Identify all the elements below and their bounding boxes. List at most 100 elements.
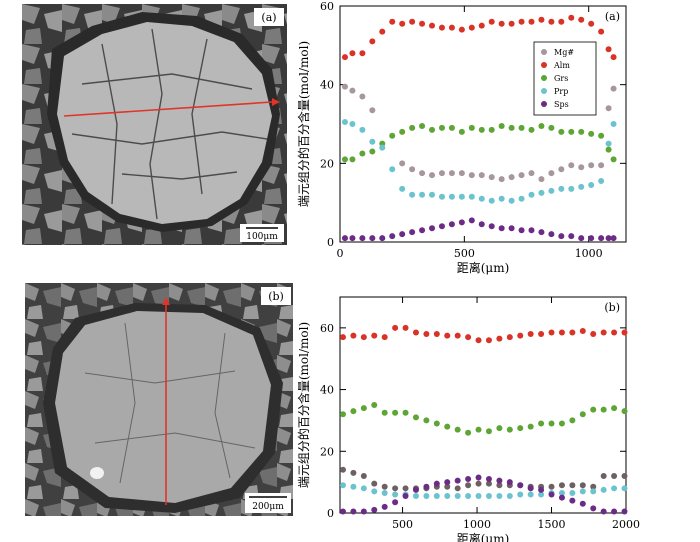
chart-a-point-alm (429, 22, 436, 29)
chart-b-point-alm (350, 332, 357, 339)
chart-b-point-prp (579, 488, 586, 495)
chart-b-ytick-label: 0 (327, 507, 334, 520)
chart-a-point-grs (518, 124, 525, 131)
chart-b-point-alm (423, 331, 430, 338)
chart-b-point-prp (465, 493, 472, 500)
chart-a-point-grs (578, 128, 585, 135)
chart-a-point-prp (369, 138, 376, 145)
chart-b-point-grs (579, 411, 586, 418)
chart-b-point-grs (569, 417, 576, 424)
chart-a-point-sps (399, 231, 406, 238)
chart-b-point-grs (485, 428, 492, 435)
chart-b-xlabel: 距离(μm) (457, 531, 510, 542)
chart-b-point-prp (433, 493, 440, 500)
chart-a-legend-label-alm: Alm (553, 61, 570, 70)
chart-b-point-alm (506, 334, 513, 341)
chart-a-point-alm (379, 28, 386, 35)
chart-a-point-prp (438, 193, 445, 200)
chart-a-point-sps (488, 223, 495, 230)
chart-a-point-alm (458, 26, 465, 33)
chart-a-point-alm (369, 38, 376, 45)
chart-b-point-sps (402, 493, 409, 500)
chart-b-point-prp (538, 491, 545, 498)
chart-b-point-mg (590, 483, 597, 490)
chart-a-plot-frame (339, 5, 627, 243)
chart-b-point-mg (558, 482, 565, 489)
chart-a-point-prp (548, 187, 555, 194)
chart-b-point-sps (444, 479, 451, 486)
chart-b-point-grs (339, 411, 346, 418)
chart-a-point-alm (399, 20, 406, 27)
chart-a-point-alm (605, 46, 612, 53)
chart-b-point-alm (360, 334, 367, 341)
chart-b-point-sps (517, 482, 524, 489)
chart-a-point-mg (438, 170, 445, 177)
chart-a-point-sps (610, 235, 617, 242)
chart-b-point-prp (339, 482, 346, 489)
chart-a-xtick-label: 1000 (575, 247, 603, 260)
chart-b-point-alm (475, 337, 482, 344)
chart-a-legend: Mg# Alm Grs Prp Sps (533, 41, 597, 116)
chart-a-point-prp (568, 185, 575, 192)
chart-a-point-prp (528, 191, 535, 198)
chart-b-point-grs (465, 429, 472, 436)
chart-b-point-prp (444, 493, 451, 500)
chart-a-point-mg (359, 93, 366, 100)
chart-a-point-sps (458, 219, 465, 226)
chart-b-point-mg (475, 480, 482, 487)
chart-b-point-sps (548, 491, 555, 498)
chart-a-ytick-label: 40 (320, 79, 334, 92)
chart-b-point-sps (621, 508, 628, 515)
chart-a-point-prp (349, 121, 356, 127)
chart-a-point-grs (409, 124, 416, 131)
chart-a-legend-marker-prp (541, 88, 547, 94)
chart-a-point-alm (498, 20, 505, 27)
chart-a-point-grs (458, 128, 465, 135)
chart-a-point-mg (578, 164, 585, 171)
chart-b-point-grs (412, 414, 419, 421)
chart-b-point-mg (548, 483, 555, 490)
chart-a-point-prp (379, 144, 386, 151)
chart-a-point-sps (568, 233, 575, 240)
chart-b-series-prp (339, 482, 628, 500)
chart-a-point-alm (568, 14, 575, 21)
chart-b-point-mg (360, 472, 367, 479)
chart-a-point-alm (548, 18, 555, 25)
chart-a-point-mg (498, 176, 505, 183)
chart-b-point-prp (485, 493, 492, 500)
chart-b-point-mg (371, 480, 378, 487)
chart-a-legend-label-mg: Mg# (554, 48, 574, 57)
chart-b-point-mg (350, 469, 357, 476)
chart-a-point-mg (468, 172, 475, 179)
chart-b-point-mg (454, 485, 461, 492)
chart-a-point-prp (610, 121, 617, 127)
chart-a-legend-marker-sps (541, 101, 547, 107)
chart-b-point-sps (392, 499, 399, 506)
chart-a-point-alm (488, 18, 495, 25)
chart-b-point-alm (381, 334, 388, 341)
chart-a-ytick-label: 60 (320, 0, 334, 13)
chart-b-point-mg (381, 483, 388, 490)
chart-b-point-alm (621, 329, 628, 336)
chart-b-point-sps (465, 476, 472, 483)
chart-b-point-alm (527, 331, 534, 338)
chart-b-point-prp (506, 493, 513, 500)
chart-a-point-prp (419, 191, 426, 198)
chart-a-point-grs (478, 126, 485, 133)
scale-bar-a: 100μm (246, 232, 278, 242)
chart-a-ytick-label: 0 (327, 236, 334, 249)
chart-b-point-alm (569, 329, 576, 336)
chart-a-point-grs (568, 128, 575, 135)
chart-a-point-alm (598, 28, 605, 35)
chart-b-xtick-label: 500 (392, 518, 413, 531)
chart-a-point-alm (538, 16, 545, 23)
chart-a-series-sps (341, 217, 617, 242)
chart-a-series-alm (341, 14, 617, 61)
chart-a-point-grs (548, 124, 555, 131)
chart-a-point-mg (588, 162, 595, 169)
chart-panel-a: 0 500 1000 0 20 40 60 距离(μm) 端元组分的百分含量(mol/mol) (… (296, 0, 627, 275)
chart-b-series-sps (339, 474, 628, 515)
chart-b-point-grs (527, 423, 534, 430)
chart-b-point-prp (381, 489, 388, 496)
chart-b-point-grs (360, 405, 367, 412)
